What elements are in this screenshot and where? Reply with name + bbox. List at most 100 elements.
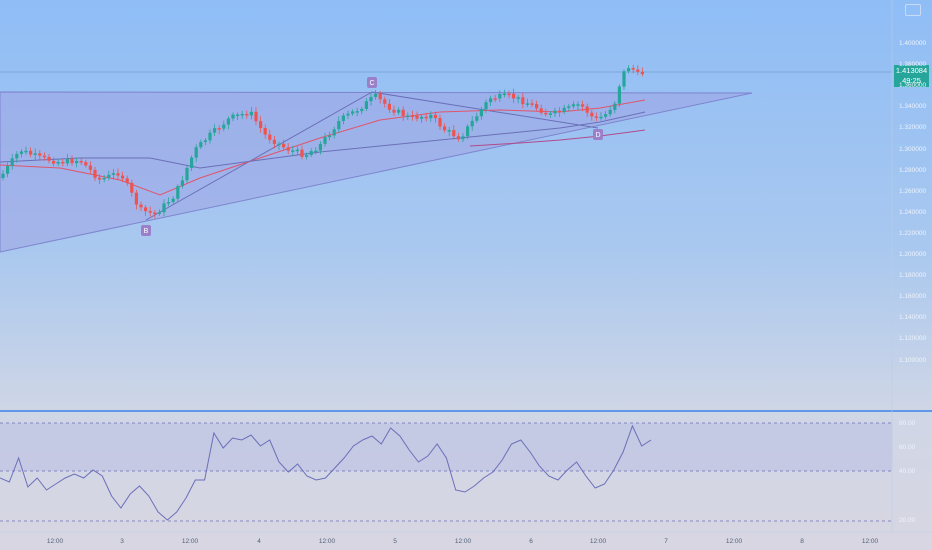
candle [254, 111, 258, 122]
price-axis-label: 1.240000 [899, 208, 927, 216]
current-price-label: 1.413084 49:25 [894, 65, 929, 87]
candle [498, 94, 502, 99]
time-axis-label: 8 [800, 538, 804, 545]
candle [286, 147, 290, 151]
candlesticks [1, 64, 644, 219]
candle [249, 111, 253, 116]
candle [410, 115, 414, 118]
candle [484, 102, 488, 110]
candle [217, 128, 221, 130]
time-axis-label: 12:00 [181, 538, 199, 545]
candle [75, 160, 79, 164]
candle [121, 175, 125, 179]
candle [263, 128, 267, 135]
candle [521, 97, 525, 105]
candle [6, 165, 10, 174]
candle [452, 130, 456, 137]
pattern-marker-b[interactable]: B [141, 225, 151, 236]
pattern-marker-d-label: D [595, 132, 600, 139]
candle [70, 158, 74, 164]
candle [539, 108, 543, 113]
candle [571, 104, 575, 107]
candle [98, 177, 102, 180]
candle [226, 118, 230, 125]
price-axis-label: 1.200000 [899, 251, 927, 258]
oscillator-line [0, 424, 652, 521]
candle [309, 151, 313, 155]
candle [282, 143, 286, 148]
oscillator-pane[interactable] [0, 422, 892, 522]
candle [351, 111, 355, 114]
candle [29, 150, 33, 155]
candle [346, 113, 350, 116]
candle [355, 111, 359, 113]
candle [493, 98, 497, 100]
candle [295, 149, 299, 152]
candle [369, 96, 373, 102]
candle [139, 204, 143, 208]
candle [61, 161, 65, 164]
candle [548, 113, 552, 115]
candle [10, 158, 14, 166]
candle [567, 106, 571, 108]
pattern-marker-b-label: B [144, 228, 149, 235]
candle [84, 162, 88, 166]
candle [318, 143, 322, 151]
candle [438, 118, 442, 127]
price-axis-label: 1.320000 [899, 124, 927, 132]
time-axis-label: 12:00 [589, 538, 607, 545]
candle [157, 212, 161, 214]
candle [65, 158, 69, 164]
time-axis-label: 12:00 [861, 538, 879, 545]
candle [397, 109, 401, 113]
candle [415, 115, 419, 119]
ma-slow-line [469, 129, 646, 147]
candle [429, 114, 433, 119]
candle [378, 93, 382, 100]
current-price-value: 1.413084 [895, 66, 928, 75]
triangle-pattern[interactable] [0, 91, 753, 253]
candle [323, 137, 327, 144]
candle [15, 153, 19, 159]
candle [383, 99, 387, 104]
time-axis-label: 12:00 [725, 538, 743, 545]
candle [590, 112, 594, 117]
candle [314, 150, 318, 153]
time-axis-label: 6 [529, 538, 533, 545]
candle [447, 130, 451, 132]
candle [443, 126, 447, 131]
candle [585, 106, 589, 113]
candle [558, 110, 562, 113]
candle [392, 109, 396, 113]
pattern-marker-d[interactable]: D [593, 129, 603, 140]
candle [144, 207, 148, 212]
candle [636, 69, 640, 72]
time-axis-label: 12:00 [318, 538, 336, 545]
time-axis-label: 7 [664, 538, 668, 545]
candle [475, 116, 479, 121]
candle [512, 93, 516, 99]
candle [622, 71, 626, 87]
panel-separator[interactable] [0, 410, 932, 412]
pattern-marker-c-label: C [369, 80, 374, 87]
candle [125, 178, 129, 183]
candle [461, 136, 465, 140]
candle [470, 120, 474, 127]
candle [599, 116, 603, 119]
time-axis-label: 12:00 [46, 538, 64, 545]
candle [88, 165, 92, 170]
candle [374, 93, 378, 97]
candle [604, 114, 608, 117]
time-axis-label: 3 [120, 538, 124, 545]
oscillator-axis-label: 80.00 [899, 420, 916, 427]
price-axis-label: 1.220000 [899, 229, 927, 237]
window-icon[interactable] [905, 4, 921, 16]
candle [33, 153, 37, 155]
price-axis-label: 1.400000 [899, 40, 927, 47]
candle [341, 115, 345, 122]
candle [479, 109, 483, 117]
candle [203, 140, 207, 143]
candle [387, 103, 391, 110]
pattern-marker-c[interactable]: C [367, 77, 377, 88]
